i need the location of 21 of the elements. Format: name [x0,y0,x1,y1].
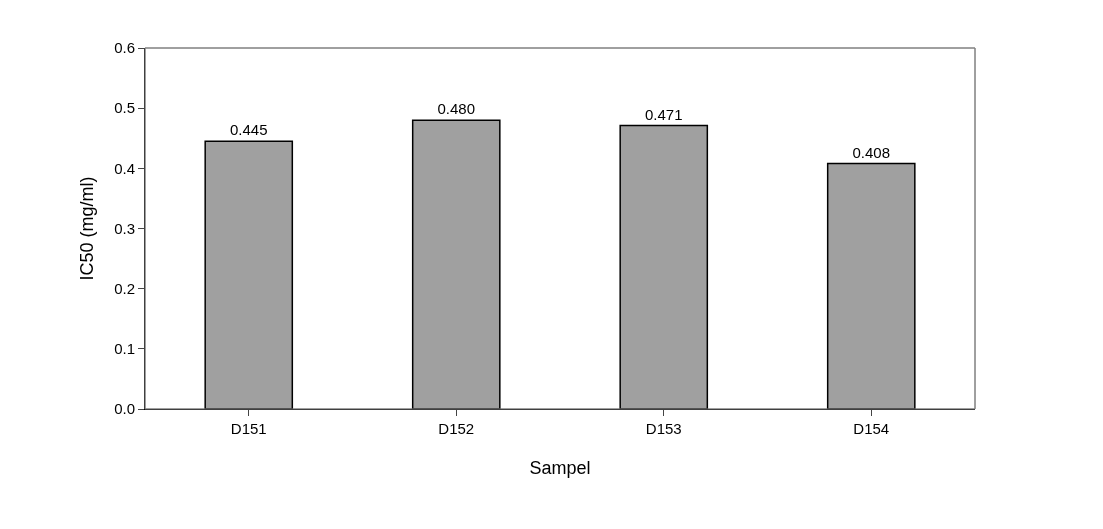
x-tick-label: D151 [230,420,267,437]
bar [826,162,916,409]
y-tick-label: 0.5 [114,99,135,117]
y-tick-label: 0.3 [114,219,135,237]
y-tick-label: 0.2 [114,279,135,297]
y-tick-label: 0.0 [114,400,135,418]
x-tick-label: D153 [645,420,682,437]
x-tick-label: D154 [853,420,890,437]
data-label: 0.471 [644,105,683,123]
data-label: 0.408 [852,143,891,161]
bar [411,119,501,409]
y-axis-title: IC50 (mg/ml) [77,176,98,281]
y-tick-label: 0.6 [114,39,135,57]
bar [204,140,294,409]
x-axis-title: Sampel [529,458,591,479]
data-label: 0.480 [437,100,476,118]
y-tick-label: 0.4 [114,159,135,177]
x-tick-label: D152 [438,420,475,437]
data-label: 0.445 [229,121,268,139]
bar [619,124,709,409]
y-tick-label: 0.1 [114,340,135,358]
